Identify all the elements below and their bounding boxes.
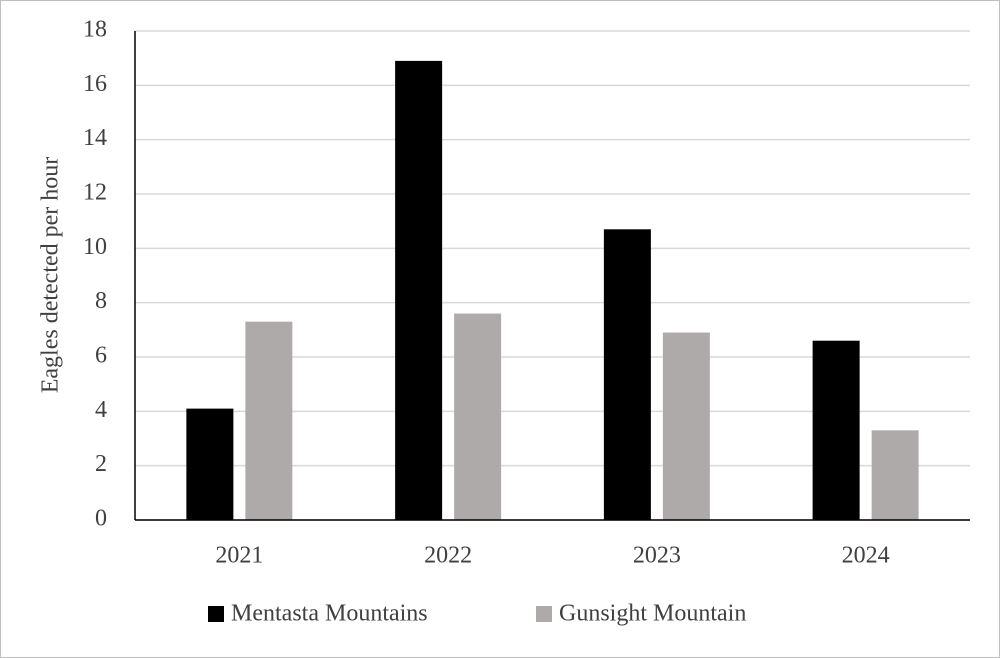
bar: [395, 60, 443, 521]
bar: [662, 332, 710, 520]
bar: [454, 313, 502, 520]
legend-swatch: [208, 606, 224, 622]
bar: [245, 321, 293, 520]
y-tick-label: 16: [83, 71, 107, 97]
y-tick-label: 2: [95, 451, 107, 477]
x-tick-label: 2023: [633, 543, 681, 569]
x-tick-label: 2022: [424, 543, 472, 569]
y-tick-label: 18: [83, 17, 107, 43]
legend-label: Gunsight Mountain: [559, 601, 746, 627]
legend-label: Mentasta Mountains: [231, 601, 428, 627]
y-tick-label: 0: [95, 506, 107, 532]
y-tick-label: 10: [83, 234, 107, 260]
legend-swatch: [536, 606, 552, 622]
x-tick-label: 2021: [215, 543, 263, 569]
bar: [186, 408, 234, 520]
y-tick-label: 8: [95, 288, 107, 314]
y-tick-label: 12: [83, 180, 107, 206]
y-tick-label: 4: [95, 397, 107, 423]
bar: [871, 430, 919, 520]
x-tick-label: 2024: [842, 543, 890, 569]
y-tick-label: 6: [95, 343, 107, 369]
y-axis-label: Eagles detected per hour: [38, 157, 64, 394]
bar: [603, 229, 651, 521]
bar: [812, 340, 860, 520]
y-tick-label: 14: [83, 125, 107, 151]
